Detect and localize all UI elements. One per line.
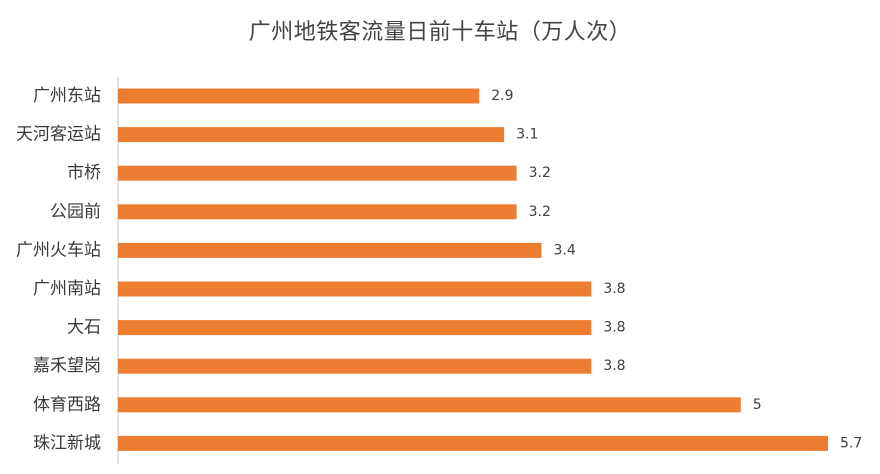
category-label: 天河客运站	[16, 125, 101, 145]
data-label: 3.8	[603, 281, 625, 297]
category-label: 嘉禾望岗	[33, 356, 101, 376]
data-label: 3.4	[554, 242, 576, 258]
bar	[118, 320, 592, 336]
data-label: 3.8	[603, 320, 625, 336]
category-label: 广州南站	[33, 279, 101, 299]
bars-layer	[118, 88, 828, 451]
data-label: 3.1	[516, 127, 538, 143]
category-label: 公园前	[50, 202, 101, 222]
category-label: 广州火车站	[16, 240, 101, 260]
labels-layer: 广州东站 2.9 天河客运站 3.1 市桥 3.2 公园前 3.2 广州火车站 3.4 广州南站 3.…	[16, 86, 862, 453]
category-label: 珠江新城	[33, 433, 101, 453]
category-label: 市桥	[67, 163, 101, 183]
bar	[118, 397, 741, 413]
category-label: 大石	[67, 318, 101, 338]
bar	[118, 242, 542, 258]
data-label: 3.2	[529, 165, 551, 181]
data-label: 3.8	[603, 358, 625, 374]
data-label: 3.2	[529, 204, 551, 220]
bar	[118, 435, 828, 451]
bar	[118, 281, 592, 297]
chart-title: 广州地铁客流量日前十车站（万人次）	[248, 20, 632, 45]
bar	[118, 127, 505, 143]
data-label: 5	[753, 397, 762, 413]
bar	[118, 204, 517, 220]
bar	[118, 165, 517, 181]
bar	[118, 88, 480, 104]
category-label: 广州东站	[33, 86, 101, 106]
category-label: 体育西路	[33, 395, 101, 415]
data-label: 2.9	[491, 88, 513, 104]
data-label: 5.7	[840, 435, 862, 451]
bar	[118, 358, 592, 374]
